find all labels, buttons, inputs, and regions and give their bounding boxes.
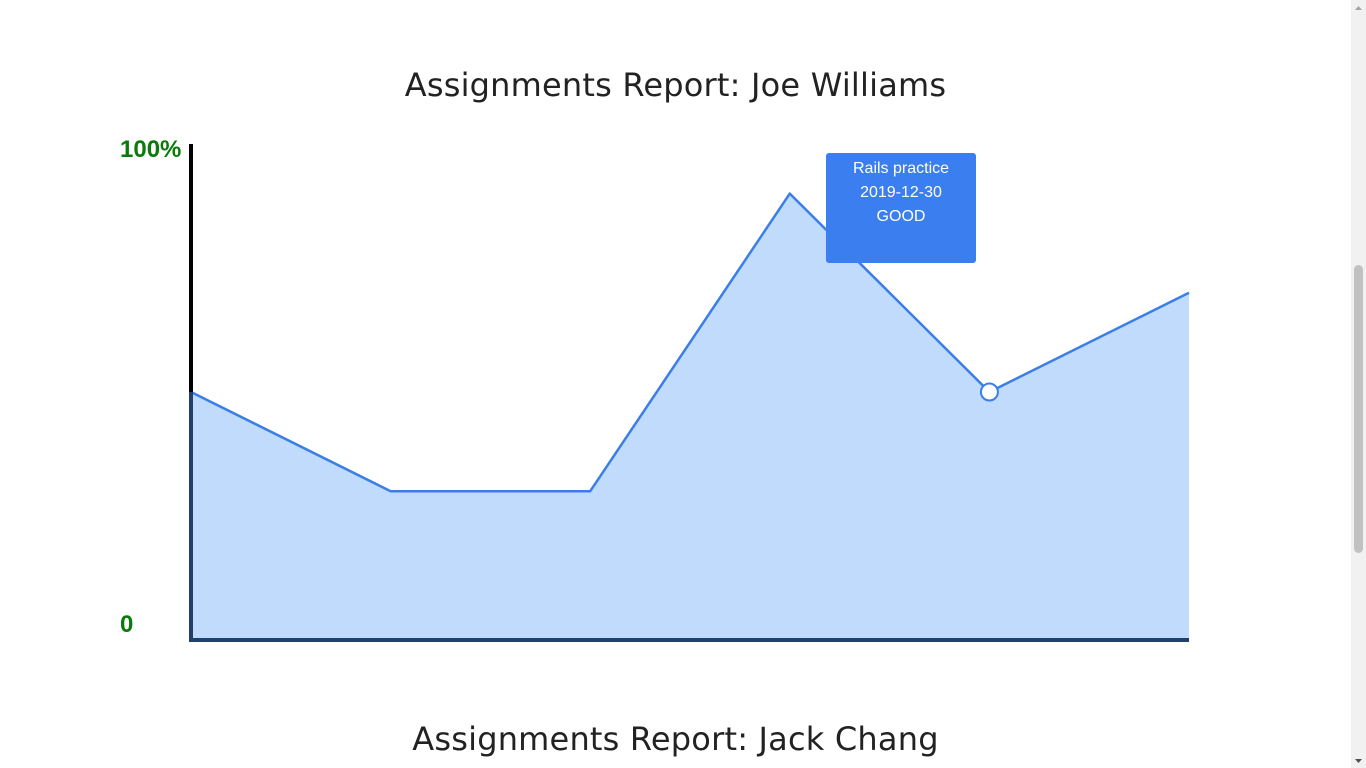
data-point-tooltip: Rails practice 2019-12-30 GOOD (826, 153, 976, 263)
area-line (190, 192, 1190, 493)
y-axis-bottom-label: 0 (120, 611, 133, 638)
triangle-down-icon[interactable] (1351, 753, 1366, 768)
triangle-up-icon[interactable] (1351, 0, 1366, 15)
y-axis-top-label: 100% (120, 136, 181, 163)
assignments-area-chart: 100% 0 (120, 136, 1190, 642)
vertical-scrollbar[interactable] (1351, 0, 1366, 768)
tooltip-grade: GOOD (876, 208, 926, 225)
area-fill (191, 193, 1189, 640)
tooltip-date: 2019-12-30 (860, 184, 942, 201)
report-title-second: Assignments Report: Jack Chang (412, 720, 939, 758)
report-title: Assignments Report: Joe Williams (404, 66, 947, 104)
scrollbar-thumb[interactable] (1354, 265, 1363, 553)
highlighted-data-point[interactable] (979, 382, 999, 402)
tooltip-assignment: Rails practice (852, 160, 950, 177)
data-points (979, 382, 999, 402)
